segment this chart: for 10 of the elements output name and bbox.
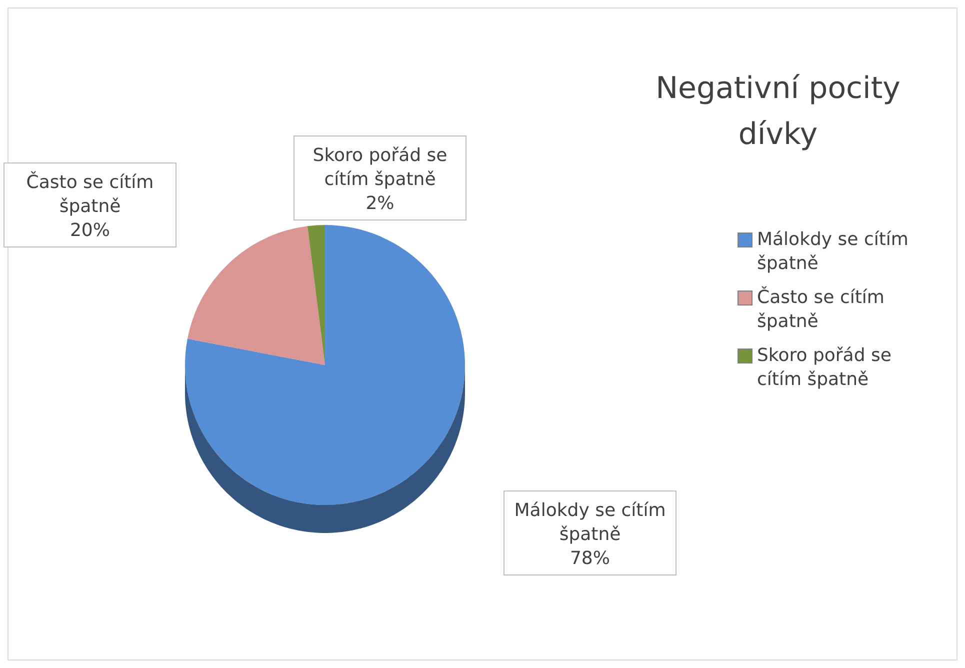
legend-label: Často se cítím špatně [757, 286, 884, 332]
slice-label: Málokdy se cítím špatně [514, 500, 666, 546]
chart-title: Negativní pocity dívky [656, 71, 900, 152]
slice-label: Často se cítím špatně [26, 171, 154, 218]
legend-label: Málokdy se cítím špatně [757, 229, 908, 274]
legend-label: Skoro pořád se cítím špatně [757, 345, 892, 390]
data-label: 2% [366, 193, 394, 214]
data-label: 78% [570, 548, 610, 570]
data-label: 20% [70, 220, 110, 242]
slice-label: Skoro pořád se cítím špatně [312, 145, 448, 190]
